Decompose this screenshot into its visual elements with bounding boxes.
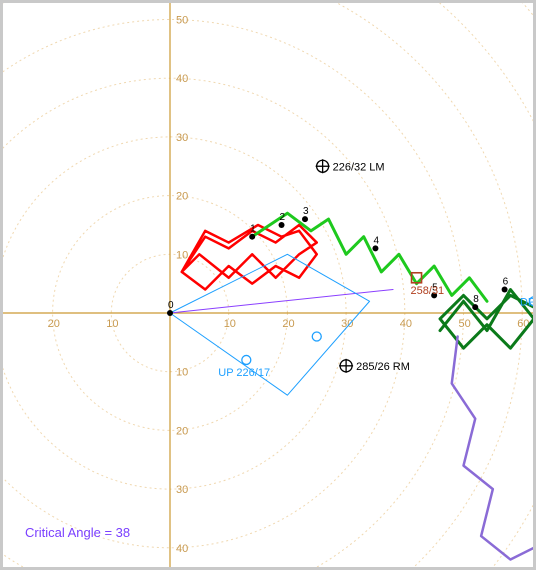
open-circle-label: UP 226/17: [218, 367, 270, 379]
polar-plot: 1010101020202020303030404040505060708090…: [3, 3, 533, 567]
open-circle-label: DP 285/50: [520, 296, 533, 308]
axis-tick-label: 10: [106, 318, 118, 330]
square-marker-label: 258/31: [411, 285, 445, 297]
axis-tick-label: 40: [176, 73, 188, 85]
axis-tick-label: 30: [176, 484, 188, 496]
axis-tick-label: 20: [282, 318, 294, 330]
target-marker-label: 285/26 RM: [356, 361, 410, 373]
axis-tick-label: 20: [48, 318, 60, 330]
axis-tick-label: 50: [459, 318, 471, 330]
critical-angle-label: Critical Angle = 38: [25, 525, 130, 540]
trace-point-label: 1: [250, 224, 256, 235]
trace-point-label: 2: [280, 212, 286, 223]
axis-tick-label: 10: [176, 249, 188, 261]
target-marker-label: 226/32 LM: [333, 161, 385, 173]
axis-tick-label: 50: [176, 15, 188, 27]
axis-tick-label: 20: [176, 191, 188, 203]
axis-tick-label: 10: [176, 367, 188, 379]
trace-point-label: 6: [503, 277, 509, 288]
axis-tick-label: 10: [224, 318, 236, 330]
axis-tick-label: 30: [341, 318, 353, 330]
chart-background: [3, 3, 533, 567]
trace-point-label: 3: [303, 206, 309, 217]
axis-tick-label: 20: [176, 425, 188, 437]
polar-chart-frame: { "chart": { "type": "polar-trace", "wid…: [0, 0, 536, 570]
trace-point-label: 4: [373, 235, 379, 246]
axis-tick-label: 30: [176, 132, 188, 144]
axis-tick-label: 40: [176, 543, 188, 555]
trace-point-label: 8: [473, 294, 479, 305]
axis-tick-label: 40: [400, 318, 412, 330]
trace-point-label: 0: [168, 300, 174, 311]
